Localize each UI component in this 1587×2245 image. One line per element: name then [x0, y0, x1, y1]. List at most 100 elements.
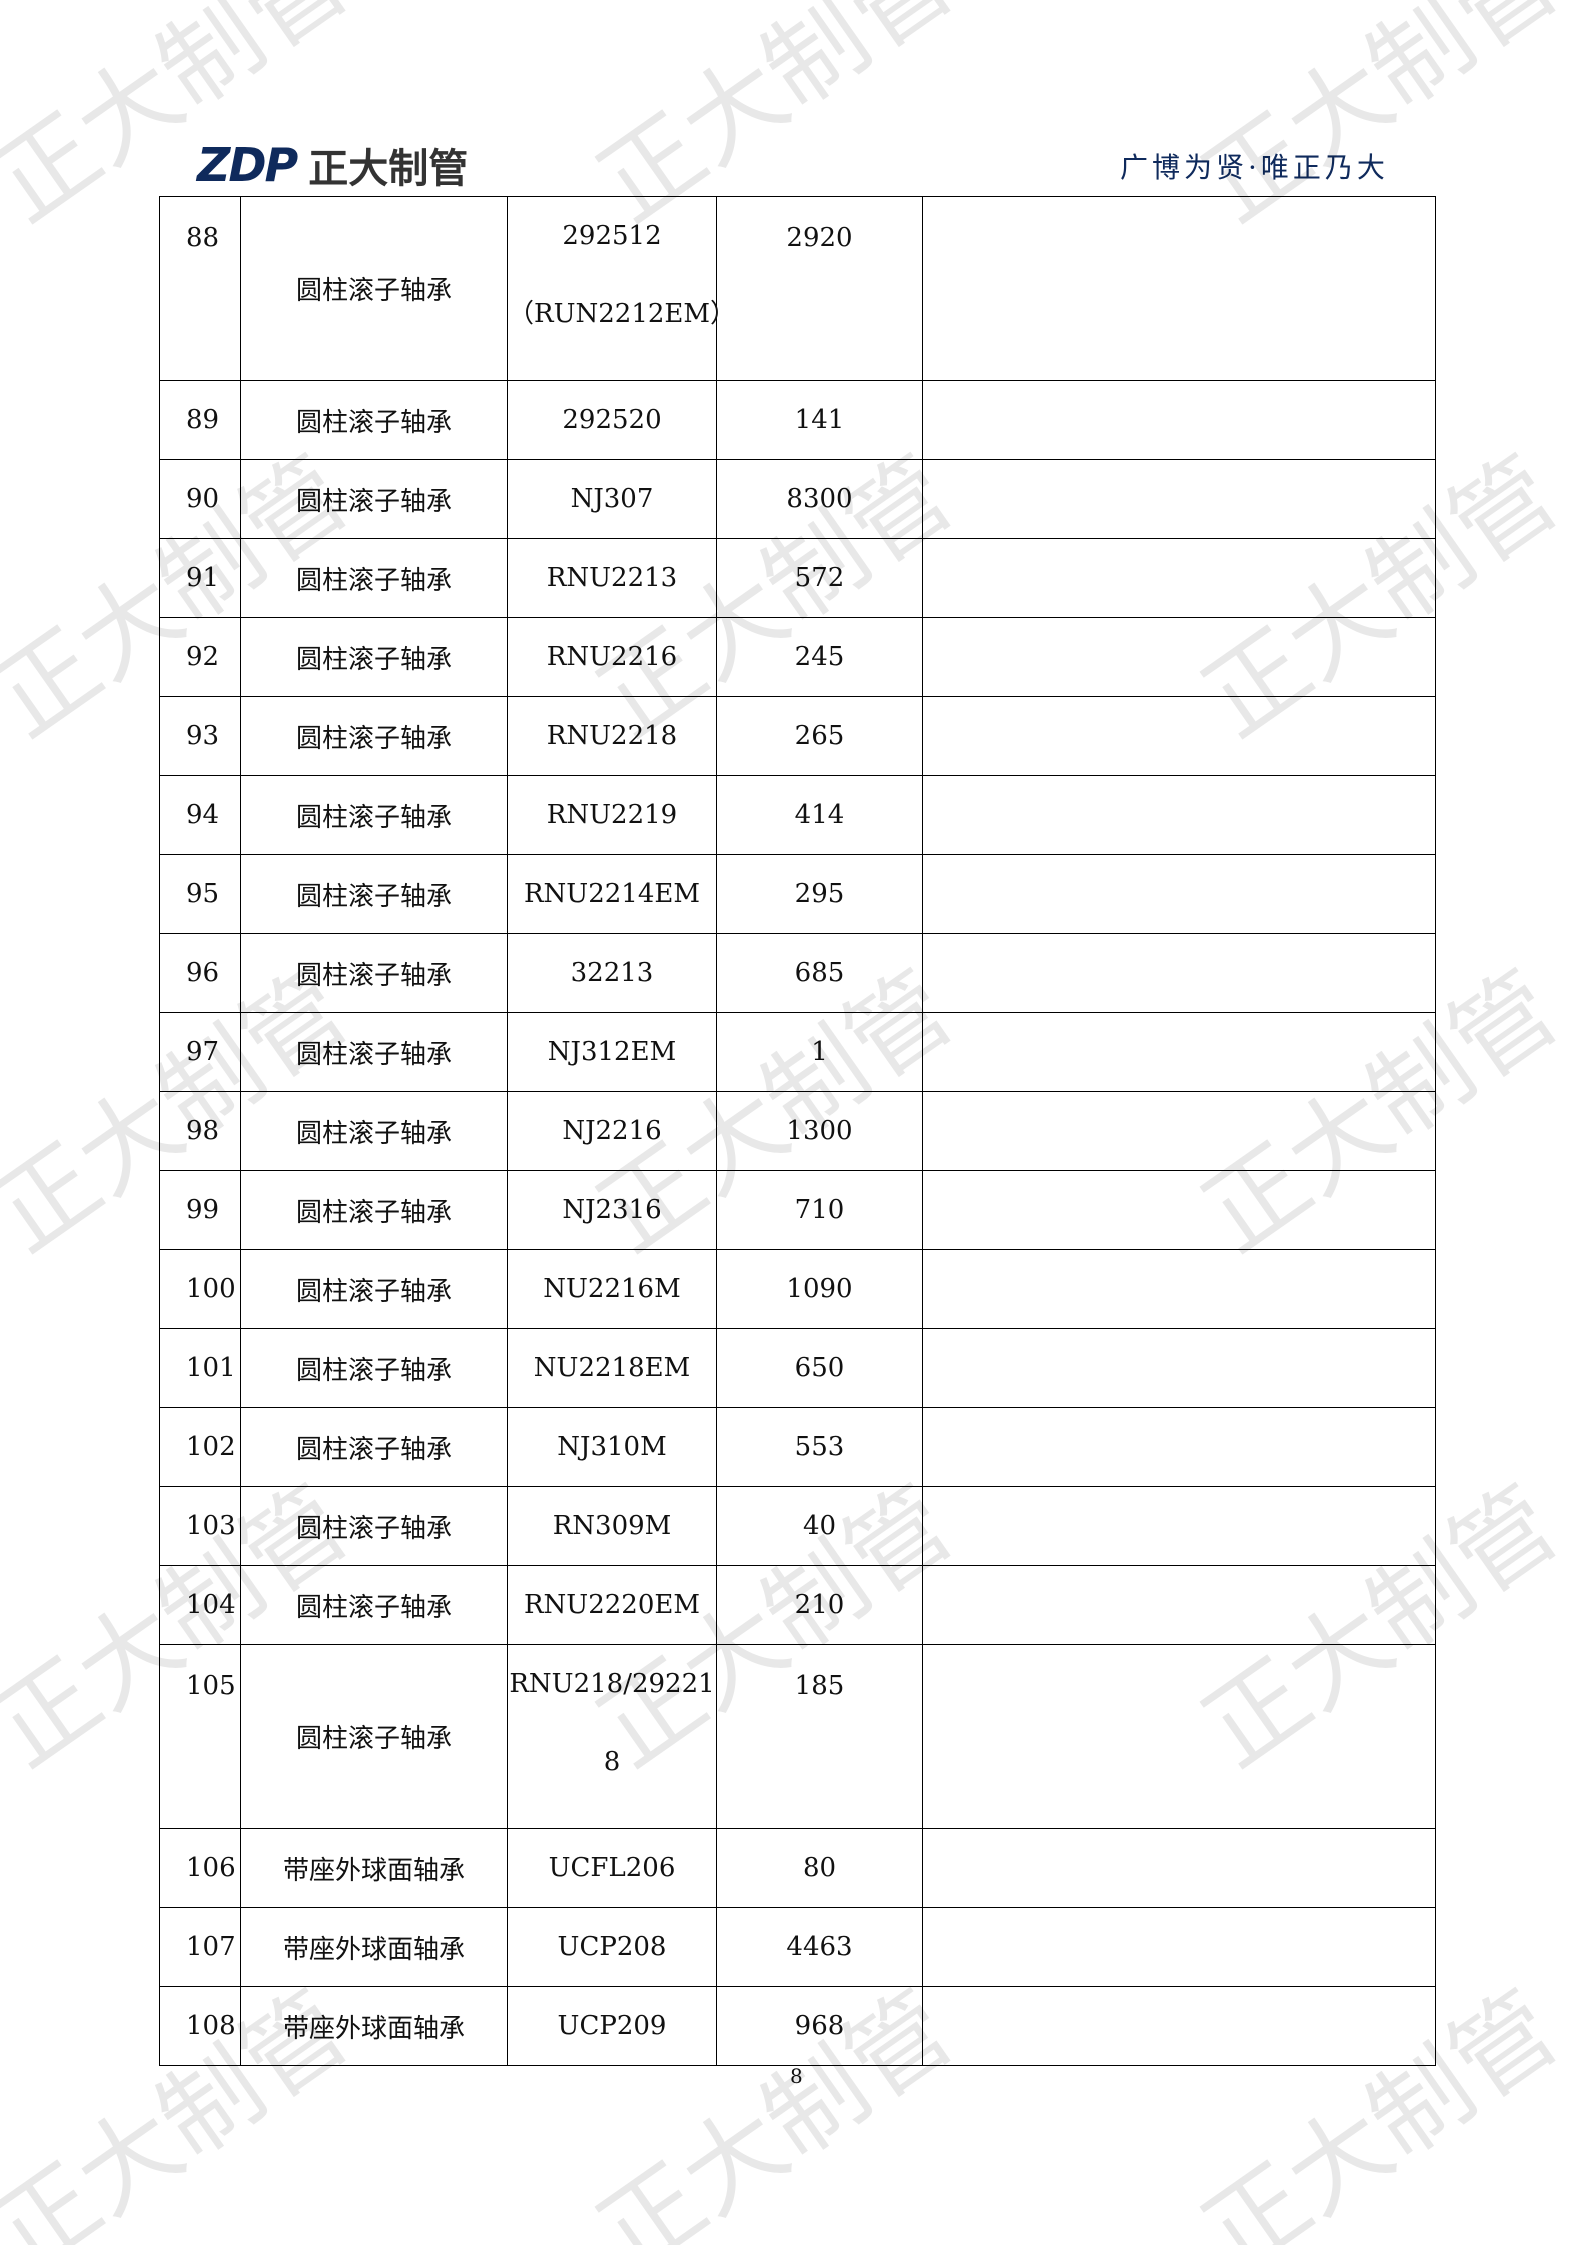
- product-name: 圆柱滚子轴承: [240, 775, 508, 855]
- slogan: 广博为贤·唯正乃大: [1120, 151, 1389, 184]
- product-name: 圆柱滚子轴承: [240, 617, 508, 697]
- row-number: 105: [159, 1644, 241, 1829]
- quantity: 685: [716, 933, 923, 1013]
- remark: [922, 380, 1436, 460]
- quantity: 210: [716, 1565, 923, 1645]
- model-number: RNU218/29221 8: [507, 1644, 717, 1829]
- remark: [922, 538, 1436, 618]
- row-number: 97: [159, 1012, 241, 1092]
- table-row: 88 圆柱滚子轴承 292512 （RUN2212EM） 2920: [159, 196, 1436, 381]
- table-row: 107 带座外球面轴承 UCP208 4463: [159, 1907, 1436, 1987]
- table-row: 96 圆柱滚子轴承 32213 685: [159, 933, 1436, 1013]
- product-name: 圆柱滚子轴承: [240, 1644, 508, 1829]
- row-number: 94: [159, 775, 241, 855]
- row-number: 107: [159, 1907, 241, 1987]
- table-row: 94 圆柱滚子轴承 RNU2219 414: [159, 775, 1436, 855]
- quantity: 553: [716, 1407, 923, 1487]
- quantity: 572: [716, 538, 923, 618]
- model-number: RN309M: [507, 1486, 717, 1566]
- product-name: 圆柱滚子轴承: [240, 1170, 508, 1250]
- model-line-1: RNU218/29221: [509, 1669, 715, 1699]
- table-row: 93 圆柱滚子轴承 RNU2218 265: [159, 696, 1436, 776]
- row-number: 99: [159, 1170, 241, 1250]
- row-number: 100: [159, 1249, 241, 1329]
- product-name: 圆柱滚子轴承: [240, 1565, 508, 1645]
- quantity: 1300: [716, 1091, 923, 1171]
- model-number: RNU2219: [507, 775, 717, 855]
- row-number: 89: [159, 380, 241, 460]
- remark: [922, 1249, 1436, 1329]
- model-number: RNU2214EM: [507, 854, 717, 934]
- model-number: 292520: [507, 380, 717, 460]
- model-number: NJ307: [507, 459, 717, 539]
- table-row: 89 圆柱滚子轴承 292520 141: [159, 380, 1436, 460]
- row-number: 102: [159, 1407, 241, 1487]
- row-number: 98: [159, 1091, 241, 1171]
- table-row: 91 圆柱滚子轴承 RNU2213 572: [159, 538, 1436, 618]
- remark: [922, 1328, 1436, 1408]
- page-number: 8: [790, 2064, 803, 2088]
- table-row: 95 圆柱滚子轴承 RNU2214EM 295: [159, 854, 1436, 934]
- product-name: 圆柱滚子轴承: [240, 1012, 508, 1092]
- table-row: 97 圆柱滚子轴承 NJ312EM 1: [159, 1012, 1436, 1092]
- product-name: 圆柱滚子轴承: [240, 459, 508, 539]
- product-name: 带座外球面轴承: [240, 1986, 508, 2066]
- bearing-table: 88 圆柱滚子轴承 292512 （RUN2212EM） 2920 89 圆柱滚子轴承 292…: [159, 196, 1436, 2066]
- row-number: 91: [159, 538, 241, 618]
- quantity: 141: [716, 380, 923, 460]
- model-number: RNU2220EM: [507, 1565, 717, 1645]
- model-number: RNU2213: [507, 538, 717, 618]
- quantity: 185: [716, 1644, 923, 1829]
- table-row: 103 圆柱滚子轴承 RN309M 40: [159, 1486, 1436, 1566]
- remark: [922, 1407, 1436, 1487]
- row-number: 95: [159, 854, 241, 934]
- remark: [922, 696, 1436, 776]
- model-number: NJ2316: [507, 1170, 717, 1250]
- product-name: 圆柱滚子轴承: [240, 380, 508, 460]
- model-number: RNU2218: [507, 696, 717, 776]
- product-name: 圆柱滚子轴承: [240, 538, 508, 618]
- remark: [922, 196, 1436, 381]
- table-row: 99 圆柱滚子轴承 NJ2316 710: [159, 1170, 1436, 1250]
- quantity: 650: [716, 1328, 923, 1408]
- model-number: RNU2216: [507, 617, 717, 697]
- remark: [922, 775, 1436, 855]
- model-number: NJ2216: [507, 1091, 717, 1171]
- quantity: 968: [716, 1986, 923, 2066]
- table-row: 90 圆柱滚子轴承 NJ307 8300: [159, 459, 1436, 539]
- table-row: 104 圆柱滚子轴承 RNU2220EM 210: [159, 1565, 1436, 1645]
- remark: [922, 1012, 1436, 1092]
- remark: [922, 1644, 1436, 1829]
- remark: [922, 617, 1436, 697]
- table-row: 100 圆柱滚子轴承 NU2216M 1090: [159, 1249, 1436, 1329]
- row-number: 104: [159, 1565, 241, 1645]
- table-row: 106 带座外球面轴承 UCFL206 80: [159, 1828, 1436, 1908]
- company-logo: ZDP 正大制管: [197, 136, 468, 194]
- model-number: 292512 （RUN2212EM）: [507, 196, 736, 381]
- remark: [922, 1828, 1436, 1908]
- model-line-1: 292512: [562, 221, 662, 251]
- row-number: 103: [159, 1486, 241, 1566]
- table-row: 101 圆柱滚子轴承 NU2218EM 650: [159, 1328, 1436, 1408]
- table-row: 105 圆柱滚子轴承 RNU218/29221 8 185: [159, 1644, 1436, 1829]
- row-number: 106: [159, 1828, 241, 1908]
- row-number: 93: [159, 696, 241, 776]
- product-name: 圆柱滚子轴承: [240, 1328, 508, 1408]
- quantity: 80: [716, 1828, 923, 1908]
- model-number: NU2216M: [507, 1249, 717, 1329]
- row-number: 101: [159, 1328, 241, 1408]
- row-number: 88: [159, 196, 241, 381]
- product-name: 圆柱滚子轴承: [240, 854, 508, 934]
- row-number: 108: [159, 1986, 241, 2066]
- remark: [922, 1565, 1436, 1645]
- remark: [922, 1091, 1436, 1171]
- quantity: 1: [716, 1012, 923, 1092]
- quantity: 40: [716, 1486, 923, 1566]
- model-number: UCFL206: [507, 1828, 717, 1908]
- remark: [922, 1486, 1436, 1566]
- quantity: 8300: [716, 459, 923, 539]
- remark: [922, 1986, 1436, 2066]
- quantity: 245: [716, 617, 923, 697]
- model-number: UCP209: [507, 1986, 717, 2066]
- model-line-2: 8: [603, 1747, 621, 1777]
